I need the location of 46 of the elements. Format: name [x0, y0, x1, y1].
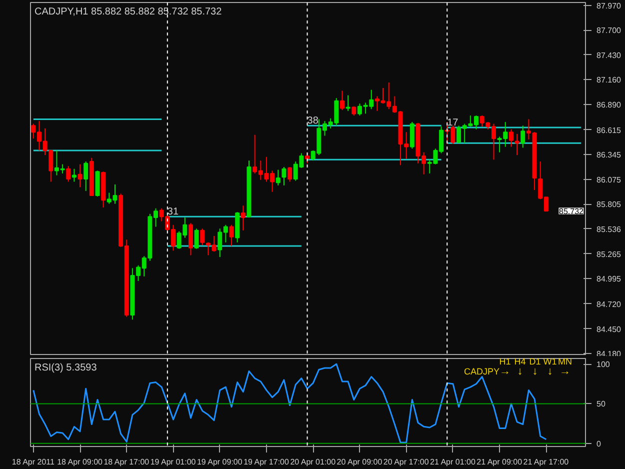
chart-title: CADJPY,H1 85.882 85.882 85.732 85.732 [34, 6, 222, 18]
annotation: 38 [307, 116, 319, 127]
annotation: MN [558, 356, 572, 367]
y-tick-label: 85.805 [596, 200, 622, 210]
annotation: ↓ [517, 365, 523, 378]
annotation: CADJPY [464, 366, 500, 376]
y-tick-label: 84.450 [596, 324, 622, 334]
annotation: H4 [514, 356, 526, 367]
x-tick-label: 21 Apr 01:00 [430, 458, 476, 466]
chart-title: RSI(3) 5.3593 [34, 362, 98, 374]
x-tick-label: 20 Apr 09:00 [336, 458, 383, 466]
x-tick-label: 21 Apr 17:00 [523, 458, 570, 466]
annotation: W1 [543, 356, 557, 367]
x-tick-label: 18 Apr 09:00 [57, 458, 104, 466]
annotation: ↓ [547, 365, 553, 378]
y-tick-label: 50 [596, 400, 606, 409]
y-tick-label: 87.970 [596, 1, 622, 10]
y-tick-label: 87.430 [596, 50, 622, 60]
annotation: 17 [447, 117, 459, 128]
x-tick-label: 18 Apr 17:00 [104, 458, 150, 466]
x-tick-label: 18 Apr 2011 [12, 458, 56, 466]
y-tick-label: 85.265 [596, 250, 622, 259]
y-tick-label: 86.075 [596, 175, 622, 184]
x-tick-label: 19 Apr 17:00 [244, 458, 290, 466]
annotation: D1 [529, 356, 541, 367]
y-tick-label: 86.890 [596, 100, 622, 110]
y-tick-label: 84.995 [596, 274, 622, 284]
x-tick-label: 20 Apr 17:00 [383, 458, 430, 466]
x-tick-label: 19 Apr 09:00 [196, 458, 243, 466]
annotation: ↓ [532, 365, 538, 378]
y-tick-label: 87.700 [596, 26, 622, 36]
annotation: 85.732 [559, 206, 584, 216]
x-tick-label: 19 Apr 01:00 [150, 458, 196, 466]
annotation: → [559, 365, 570, 378]
annotation: → [500, 365, 511, 378]
y-tick-label: 86.615 [596, 126, 622, 135]
y-tick-label: 100 [596, 360, 610, 370]
y-tick-label: 84.720 [596, 300, 622, 309]
x-tick-label: 20 Apr 01:00 [290, 458, 336, 466]
y-tick-label: 86.345 [596, 150, 622, 160]
y-tick-label: 87.160 [596, 76, 622, 85]
y-tick-label: 85.536 [596, 224, 622, 234]
y-tick-label: 0 [596, 439, 602, 448]
annotation: H1 [499, 356, 511, 367]
annotation: 31 [167, 206, 179, 218]
x-tick-label: 21 Apr 09:00 [476, 458, 523, 466]
